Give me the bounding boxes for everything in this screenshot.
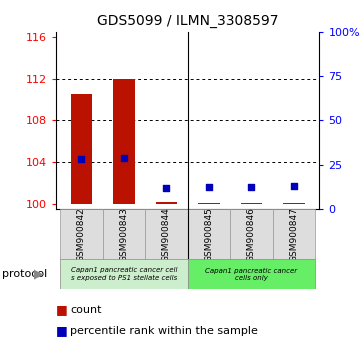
Bar <box>273 209 315 260</box>
Text: protocol: protocol <box>2 269 47 279</box>
Bar <box>230 209 273 260</box>
Point <box>291 184 297 189</box>
Text: GSM900847: GSM900847 <box>290 207 299 262</box>
Bar <box>156 202 177 204</box>
Bar <box>113 79 135 204</box>
Text: count: count <box>70 305 102 315</box>
Text: Capan1 pancreatic cancer cell
s exposed to PS1 stellate cells: Capan1 pancreatic cancer cell s exposed … <box>71 267 177 281</box>
Text: ■: ■ <box>56 303 72 316</box>
Bar <box>241 202 262 204</box>
Point <box>121 155 127 161</box>
Point <box>79 156 84 162</box>
Bar <box>103 209 145 260</box>
Bar <box>60 259 188 289</box>
Text: ■: ■ <box>56 325 72 337</box>
Title: GDS5099 / ILMN_3308597: GDS5099 / ILMN_3308597 <box>97 14 278 28</box>
Text: GSM900844: GSM900844 <box>162 207 171 262</box>
Text: GSM900845: GSM900845 <box>204 207 213 262</box>
Bar <box>198 202 219 204</box>
Point <box>249 184 255 190</box>
Text: GSM900846: GSM900846 <box>247 207 256 262</box>
Text: ▶: ▶ <box>34 268 43 281</box>
Text: Capan1 pancreatic cancer
cells only: Capan1 pancreatic cancer cells only <box>205 267 297 281</box>
Text: percentile rank within the sample: percentile rank within the sample <box>70 326 258 336</box>
Bar <box>283 202 305 204</box>
Point <box>206 184 212 190</box>
Bar <box>60 209 103 260</box>
Point <box>164 185 169 191</box>
Text: GSM900842: GSM900842 <box>77 207 86 262</box>
Bar <box>188 259 315 289</box>
Text: GSM900843: GSM900843 <box>119 207 129 262</box>
Bar <box>188 209 230 260</box>
Bar <box>145 209 188 260</box>
Bar <box>71 94 92 204</box>
